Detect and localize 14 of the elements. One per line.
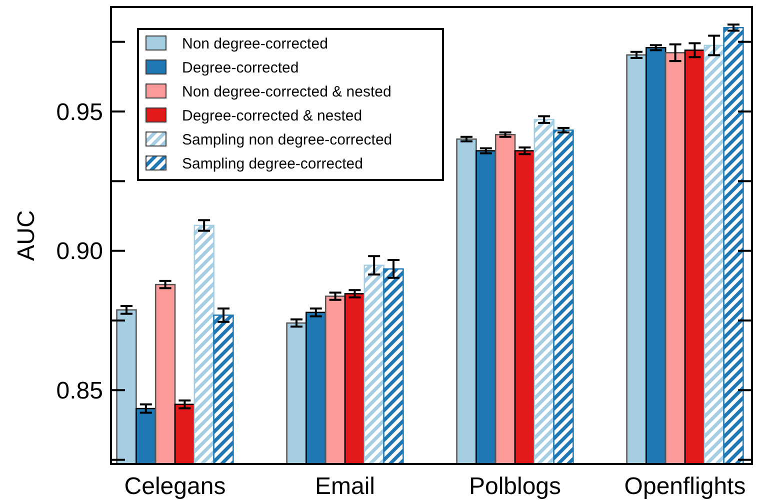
y-tick-label: 0.85 [56, 378, 103, 405]
y-tick-label: 0.95 [56, 98, 103, 126]
y-axis-title: AUC [13, 210, 40, 261]
x-tick-label: Email [314, 473, 376, 500]
legend-label: Non degree-corrected & nested [182, 83, 392, 100]
y-tick-label: 0.90 [56, 238, 103, 266]
legend-label: Degree-corrected & nested [182, 107, 362, 124]
legend-label: Non degree-corrected [182, 35, 328, 52]
legend-label: Degree-corrected [182, 59, 299, 76]
legend-label: Sampling degree-corrected [182, 155, 363, 172]
x-tick-label: Polblogs [468, 473, 562, 500]
x-tick-label: Openflights [624, 473, 746, 500]
x-tick-label: Celegans [124, 473, 226, 500]
legend-label: Sampling non degree-corrected [182, 131, 392, 148]
